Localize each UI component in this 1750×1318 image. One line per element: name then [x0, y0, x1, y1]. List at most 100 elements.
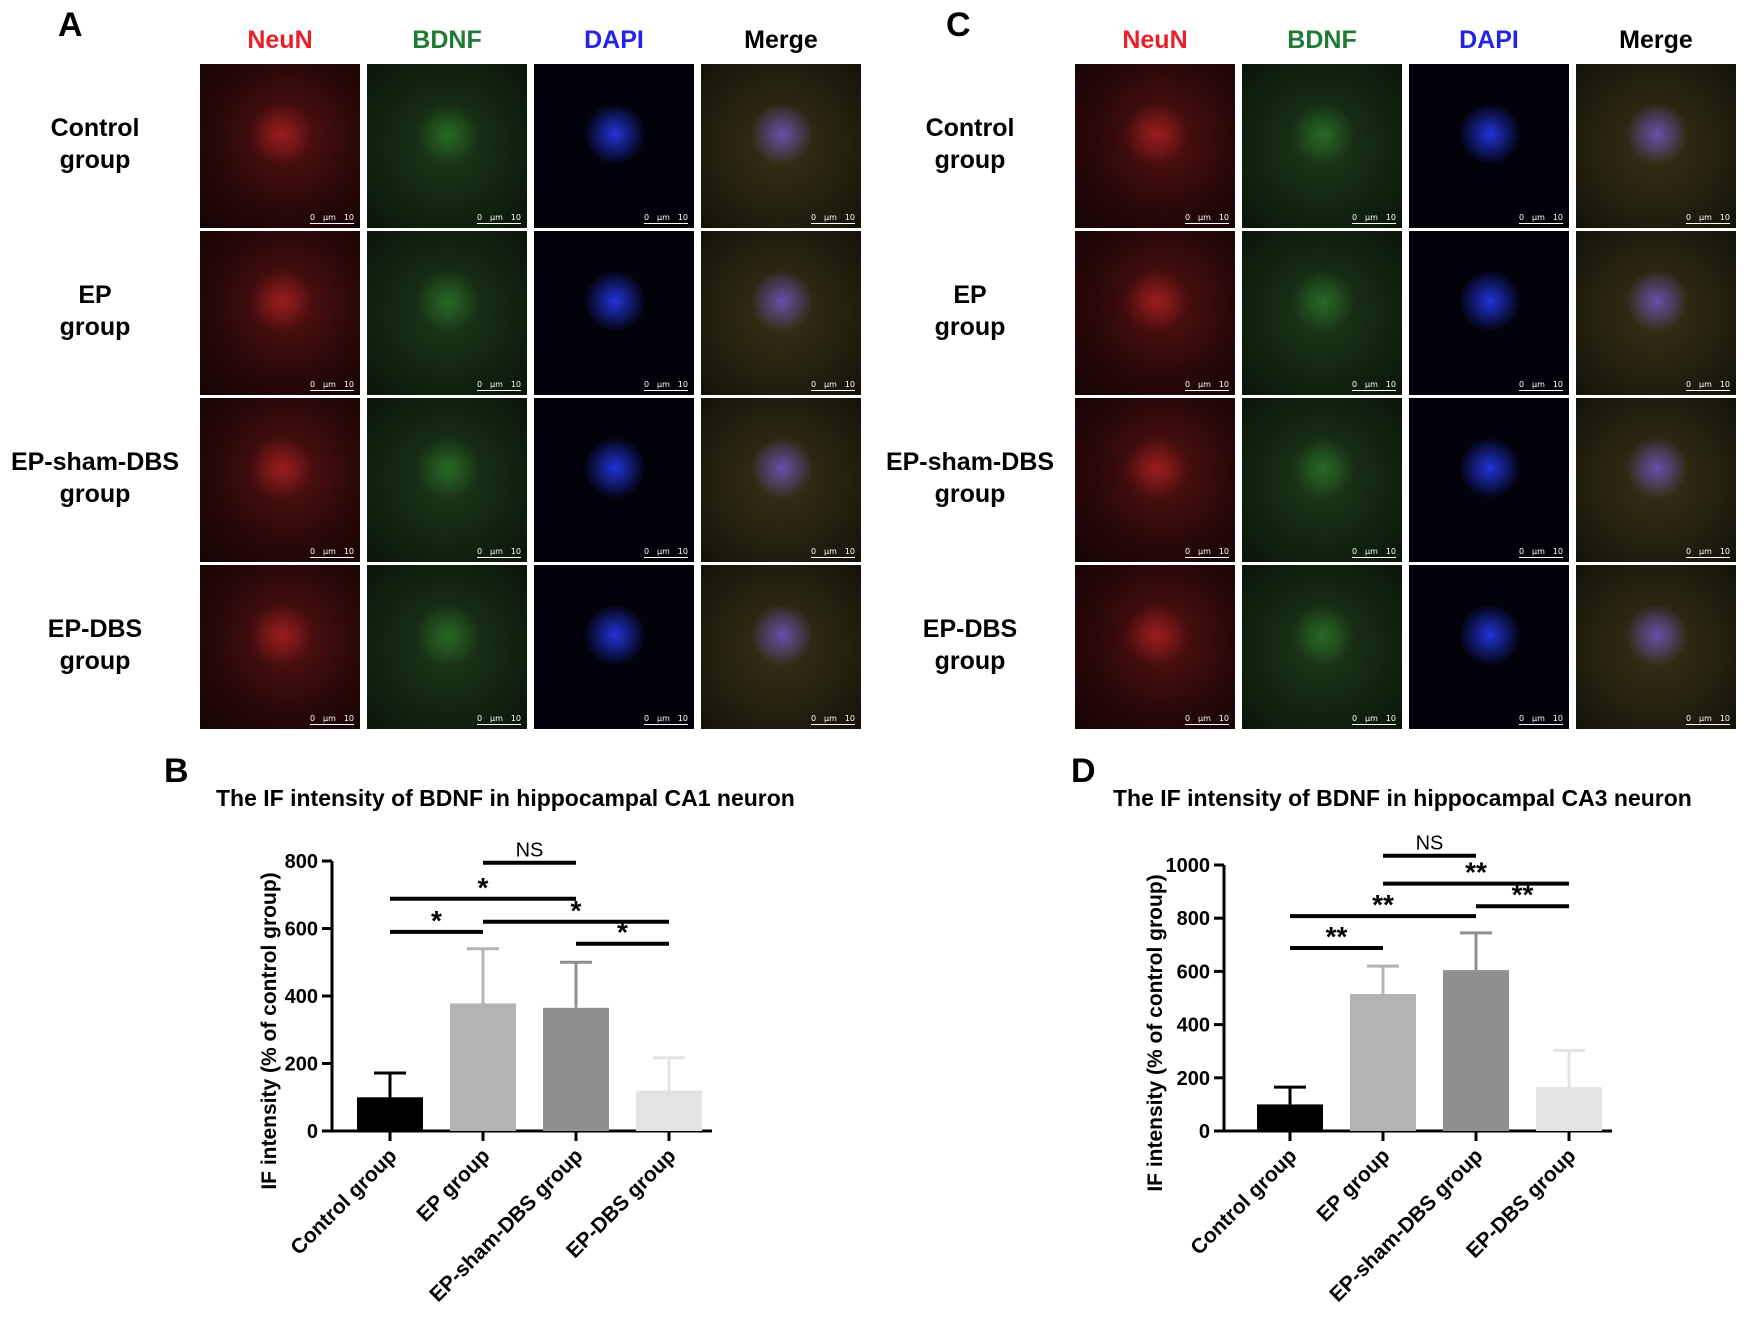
micrograph-neun: 0 µm 10 [200, 398, 360, 562]
row-label: EP-sham-DBS group [885, 448, 1055, 508]
scale-bar: 0 µm 10 [1185, 213, 1229, 224]
row-label: EP-DBS group [47, 615, 143, 675]
scale-bar: 0 µm 10 [644, 380, 688, 391]
bar [1257, 1104, 1323, 1131]
scale-bar: 0 µm 10 [1686, 714, 1730, 725]
row-label: EP group [934, 281, 1006, 341]
significance-label: * [617, 917, 628, 948]
row-label: Control group [925, 114, 1015, 174]
micrograph-neun: 0 µm 10 [200, 64, 360, 228]
x-tick-label: EP group [1313, 1144, 1395, 1226]
significance-label: ** [1326, 921, 1348, 952]
channel-header-dapi: DAPI [1459, 26, 1519, 54]
significance-label: ** [1512, 879, 1534, 910]
micrograph-merge: 0 µm 10 [701, 231, 861, 395]
significance-label: * [431, 905, 442, 936]
y-tick-label: 800 [1177, 908, 1210, 930]
row-label: EP-DBS group [922, 615, 1018, 675]
x-tick-label: Control group [286, 1144, 401, 1259]
micrograph-dapi: 0 µm 10 [534, 565, 694, 729]
y-tick-label: 1000 [1166, 855, 1211, 877]
scale-bar: 0 µm 10 [811, 714, 855, 725]
micrograph-dapi: 0 µm 10 [1409, 565, 1569, 729]
significance-label: * [478, 872, 489, 903]
panel-letter-a: A [58, 6, 83, 44]
channel-header-neun: NeuN [247, 26, 313, 54]
micrograph-merge: 0 µm 10 [1576, 398, 1736, 562]
scale-bar: 0 µm 10 [310, 213, 354, 224]
significance-label: ** [1372, 889, 1394, 920]
scale-bar: 0 µm 10 [644, 547, 688, 558]
micrograph-neun: 0 µm 10 [200, 231, 360, 395]
micrograph-neun: 0 µm 10 [1075, 398, 1235, 562]
panel-letter-c: C [946, 6, 971, 44]
channel-header-dapi: DAPI [584, 26, 644, 54]
scale-bar: 0 µm 10 [1352, 714, 1396, 725]
micrograph-merge: 0 µm 10 [701, 64, 861, 228]
channel-header-bdnf: BDNF [412, 26, 482, 54]
channel-header-merge: Merge [1619, 26, 1693, 54]
y-tick-label: 0 [307, 1121, 318, 1143]
micrograph-merge: 0 µm 10 [1576, 565, 1736, 729]
micrograph-bdnf: 0 µm 10 [1242, 231, 1402, 395]
scale-bar: 0 µm 10 [1185, 380, 1229, 391]
scale-bar: 0 µm 10 [811, 380, 855, 391]
micrograph-bdnf: 0 µm 10 [367, 565, 527, 729]
y-tick-label: 600 [285, 919, 318, 941]
scale-bar: 0 µm 10 [477, 213, 521, 224]
scale-bar: 0 µm 10 [644, 714, 688, 725]
scale-bar: 0 µm 10 [1519, 213, 1563, 224]
scale-bar: 0 µm 10 [644, 213, 688, 224]
bar [1536, 1087, 1602, 1131]
scale-bar: 0 µm 10 [477, 380, 521, 391]
micrograph-bdnf: 0 µm 10 [1242, 398, 1402, 562]
scale-bar: 0 µm 10 [1686, 547, 1730, 558]
y-axis-label: IF intensity (% of control group) [1144, 874, 1167, 1191]
y-tick-label: 0 [1199, 1121, 1210, 1143]
y-tick-label: 200 [285, 1054, 318, 1076]
micrograph-dapi: 0 µm 10 [534, 398, 694, 562]
significance-label: * [571, 895, 582, 926]
scale-bar: 0 µm 10 [1352, 547, 1396, 558]
x-tick-label: EP-sham-DBS group [425, 1144, 587, 1306]
channel-header-neun: NeuN [1122, 26, 1188, 54]
micrograph-neun: 0 µm 10 [1075, 64, 1235, 228]
row-label: EP group [59, 281, 131, 341]
scale-bar: 0 µm 10 [477, 714, 521, 725]
micrograph-dapi: 0 µm 10 [534, 64, 694, 228]
y-axis-label: IF intensity (% of control group) [258, 872, 281, 1189]
panel-letter-b: B [164, 752, 189, 790]
significance-label: NS [1416, 833, 1444, 855]
y-tick-label: 600 [1177, 961, 1210, 983]
scale-bar: 0 µm 10 [1519, 547, 1563, 558]
micrograph-merge: 0 µm 10 [1576, 231, 1736, 395]
bar [636, 1090, 702, 1131]
micrograph-bdnf: 0 µm 10 [367, 64, 527, 228]
chart-title-b: The IF intensity of BDNF in hippocampal … [216, 785, 795, 811]
scale-bar: 0 µm 10 [811, 213, 855, 224]
scale-bar: 0 µm 10 [1686, 213, 1730, 224]
micrograph-dapi: 0 µm 10 [1409, 398, 1569, 562]
x-tick-label: EP group [413, 1144, 495, 1226]
scale-bar: 0 µm 10 [310, 714, 354, 725]
y-tick-label: 800 [285, 851, 318, 873]
scale-bar: 0 µm 10 [1352, 213, 1396, 224]
scale-bar: 0 µm 10 [811, 547, 855, 558]
micrograph-dapi: 0 µm 10 [1409, 231, 1569, 395]
bar [543, 1007, 609, 1131]
micrograph-neun: 0 µm 10 [200, 565, 360, 729]
micrograph-merge: 0 µm 10 [701, 398, 861, 562]
x-tick-label: Control group [1186, 1144, 1301, 1259]
x-tick-label: EP-sham-DBS group [1325, 1144, 1487, 1306]
significance-label: NS [516, 840, 544, 862]
bar [357, 1097, 423, 1131]
chart-title-d: The IF intensity of BDNF in hippocampal … [1113, 785, 1692, 811]
channel-header-merge: Merge [744, 26, 818, 54]
scale-bar: 0 µm 10 [1185, 714, 1229, 725]
scale-bar: 0 µm 10 [1519, 380, 1563, 391]
y-tick-label: 200 [1177, 1068, 1210, 1090]
y-tick-label: 400 [1177, 1015, 1210, 1037]
micrograph-dapi: 0 µm 10 [534, 231, 694, 395]
